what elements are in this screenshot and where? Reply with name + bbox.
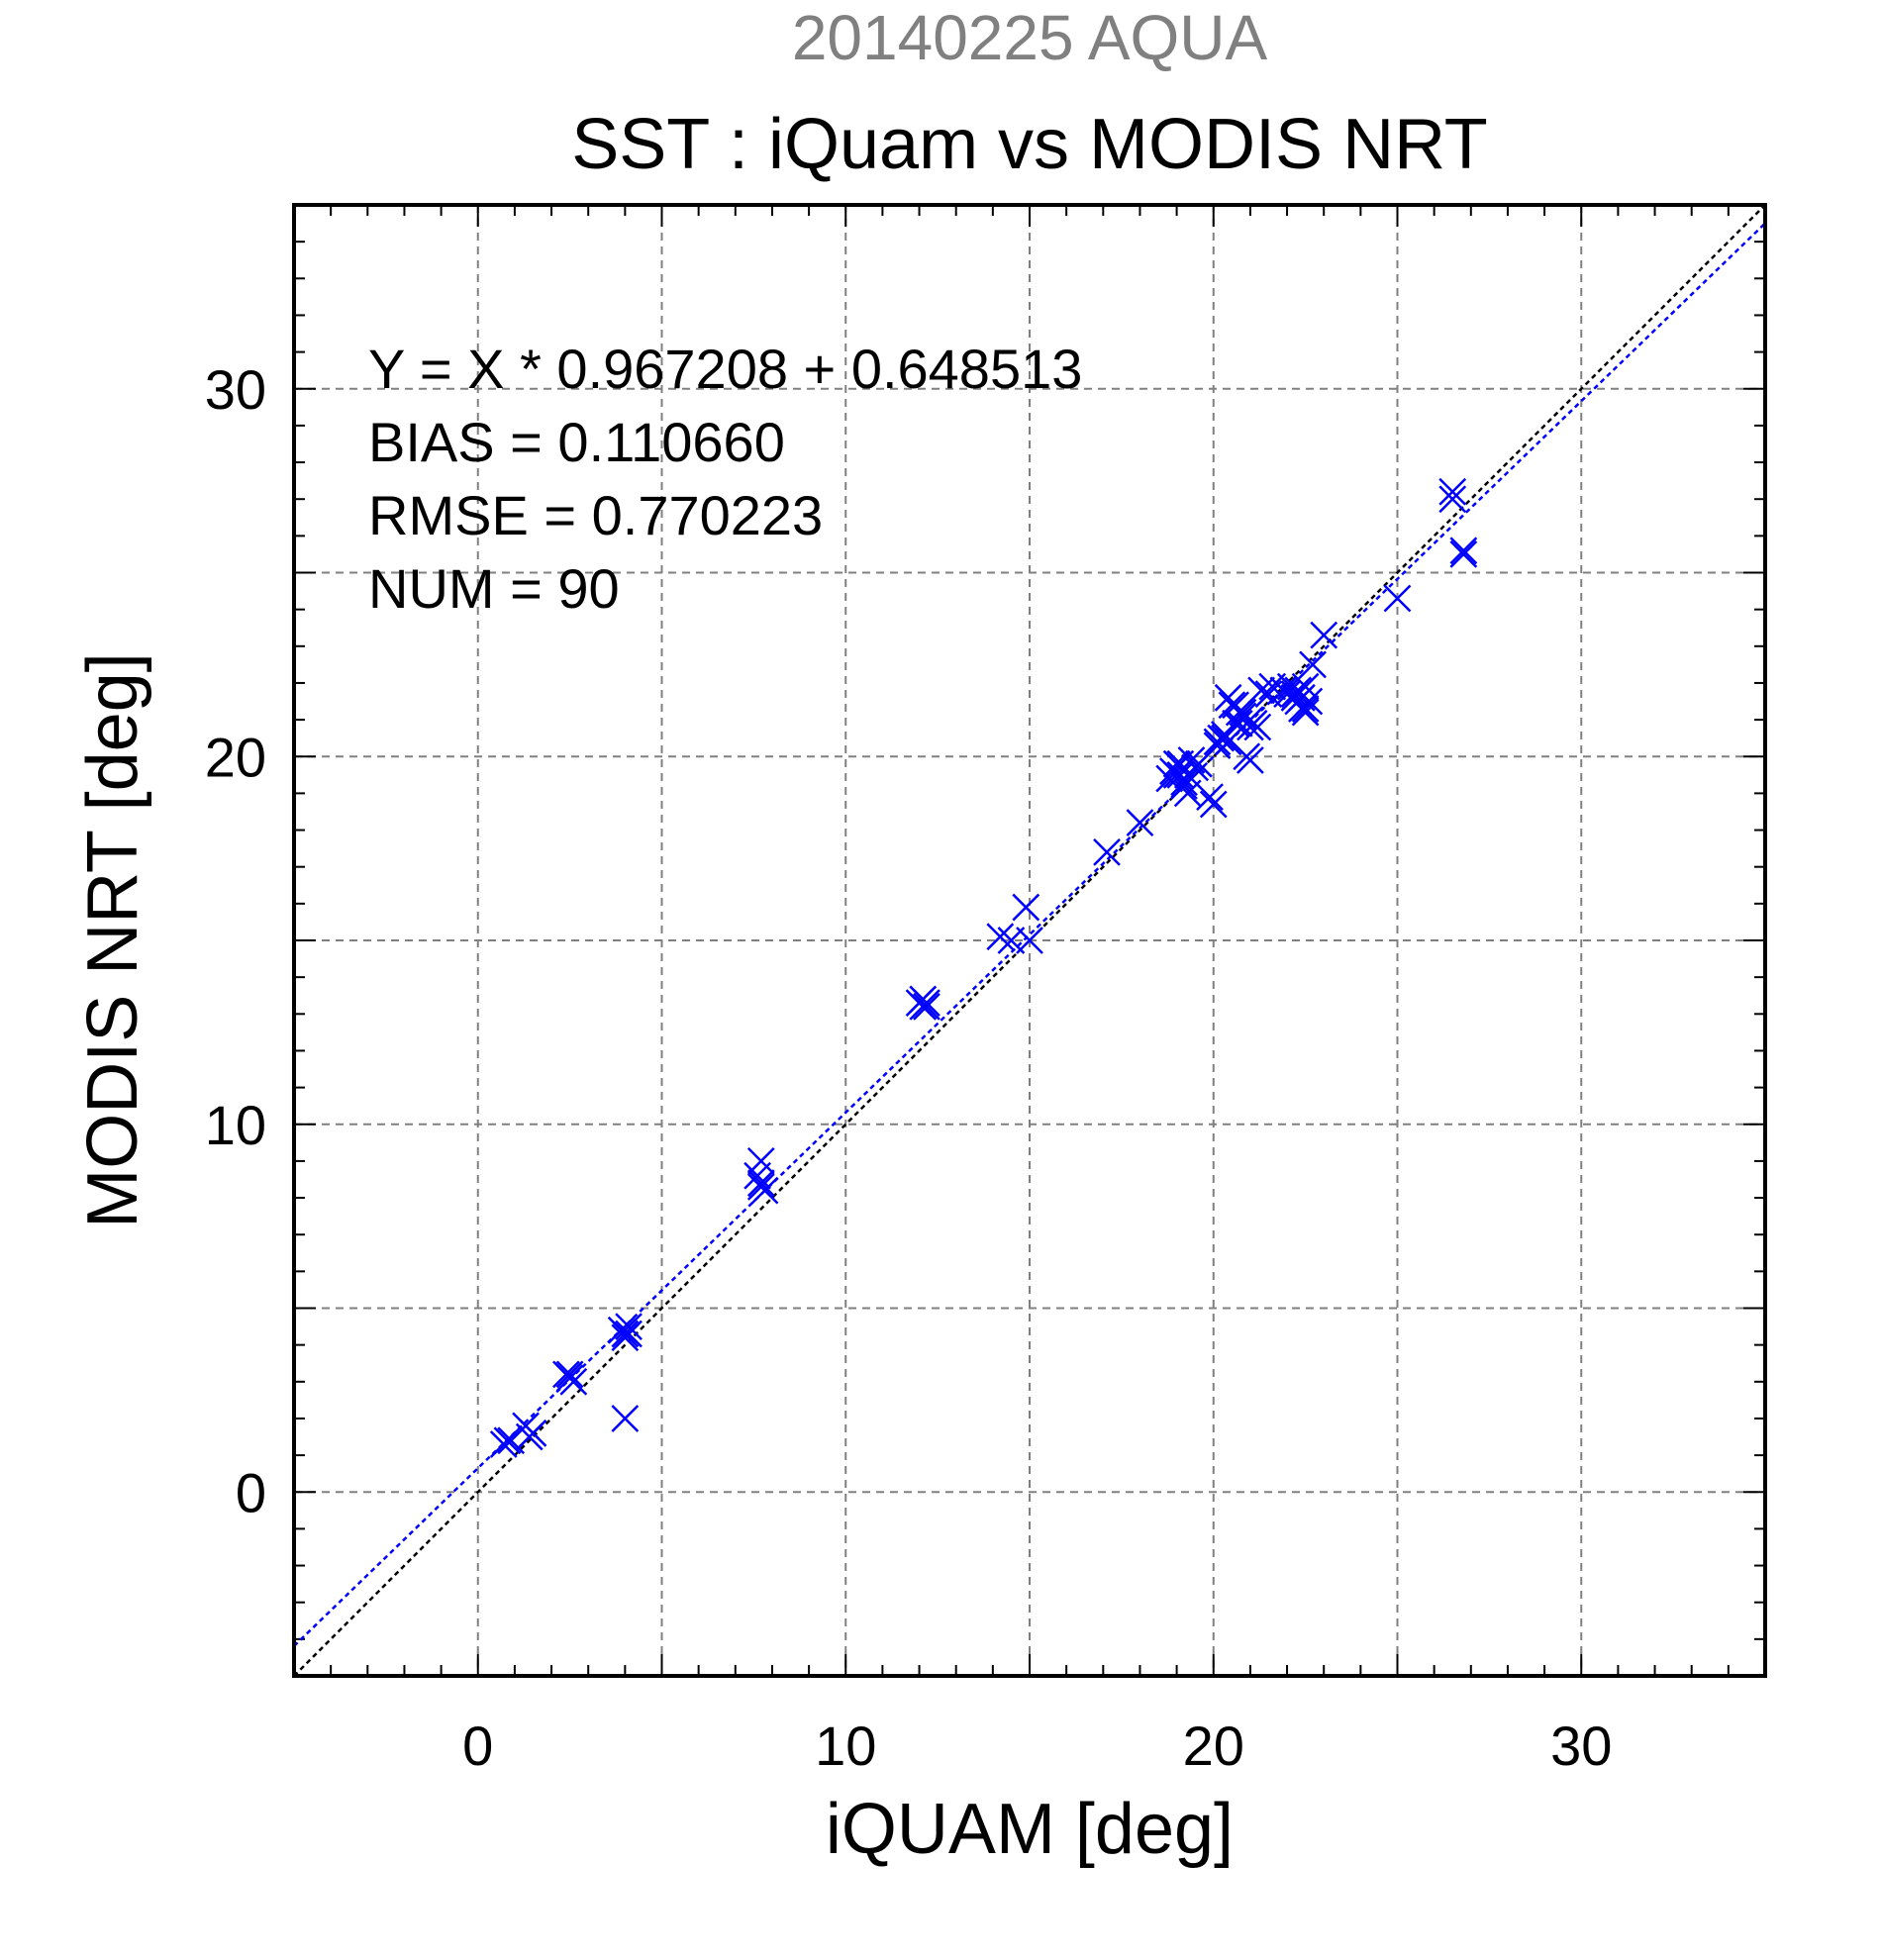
data-point xyxy=(986,923,1015,951)
stat-rmse: RMSE = 0.770223 xyxy=(368,484,823,546)
x-tick-label: 0 xyxy=(462,1715,493,1777)
data-point xyxy=(1225,698,1253,727)
data-point xyxy=(1288,683,1316,712)
x-tick-label: 10 xyxy=(815,1715,876,1777)
data-point xyxy=(1093,837,1121,866)
data-point xyxy=(1310,621,1338,649)
data-point xyxy=(615,1313,643,1340)
y-tick-label: 0 xyxy=(236,1461,266,1523)
data-point xyxy=(555,1360,584,1389)
data-points xyxy=(489,477,1478,1458)
data-point xyxy=(611,1405,640,1432)
data-point xyxy=(519,1419,547,1447)
data-point xyxy=(1291,695,1320,723)
data-point xyxy=(1126,809,1154,837)
y-tick-label: 10 xyxy=(205,1094,266,1156)
data-point xyxy=(1211,724,1238,752)
data-point xyxy=(1162,760,1191,789)
data-point xyxy=(750,1176,779,1205)
data-point xyxy=(1438,477,1467,506)
data-point xyxy=(559,1367,588,1396)
data-point xyxy=(1438,485,1467,514)
stat-bias: BIAS = 0.110660 xyxy=(368,411,785,473)
reference-lines xyxy=(294,205,1765,1676)
y-axis-label: MODIS NRT [deg] xyxy=(73,652,152,1228)
y-tick-label: 20 xyxy=(205,726,266,788)
data-point xyxy=(746,1147,775,1175)
data-point xyxy=(493,1426,522,1455)
chart-title: SST : iQuam vs MODIS NRT xyxy=(571,105,1488,184)
data-point xyxy=(1237,713,1264,741)
data-point xyxy=(1012,893,1040,922)
regression-stats: Y = X * 0.967208 + 0.648513 BIAS = 0.110… xyxy=(368,338,1082,620)
data-point xyxy=(1254,680,1283,708)
x-tick-labels: 0 10 20 30 xyxy=(462,1715,1612,1777)
data-point xyxy=(1196,783,1224,811)
plot-frame xyxy=(292,203,1767,1678)
data-point xyxy=(615,1320,643,1348)
data-point xyxy=(611,1320,640,1348)
data-point xyxy=(1166,760,1195,789)
x-axis-label: iQUAM [deg] xyxy=(826,1790,1234,1869)
data-point xyxy=(1383,584,1412,613)
data-point xyxy=(913,992,940,1021)
stat-num: NUM = 90 xyxy=(368,557,620,620)
data-point xyxy=(1299,650,1327,679)
data-point xyxy=(746,1169,775,1198)
data-point xyxy=(497,1426,526,1455)
data-point xyxy=(1185,749,1213,778)
y-tick-labels: 0 10 20 30 xyxy=(205,358,266,1524)
data-point xyxy=(909,985,938,1014)
stat-equation: Y = X * 0.967208 + 0.648513 xyxy=(368,338,1082,400)
x-tick-label: 20 xyxy=(1183,1715,1244,1777)
data-point xyxy=(1199,790,1228,819)
x-tick-label: 30 xyxy=(1550,1715,1612,1777)
data-point xyxy=(1449,537,1478,565)
data-point xyxy=(1016,927,1043,954)
data-point xyxy=(1295,687,1324,716)
data-point xyxy=(1247,676,1275,705)
y-tick-label: 30 xyxy=(205,358,266,421)
data-point xyxy=(1280,680,1309,708)
regression-line xyxy=(294,222,1765,1647)
chart-suptitle: 20140225 AQUA xyxy=(792,2,1268,73)
data-point xyxy=(1237,746,1264,774)
data-point xyxy=(1449,540,1478,568)
